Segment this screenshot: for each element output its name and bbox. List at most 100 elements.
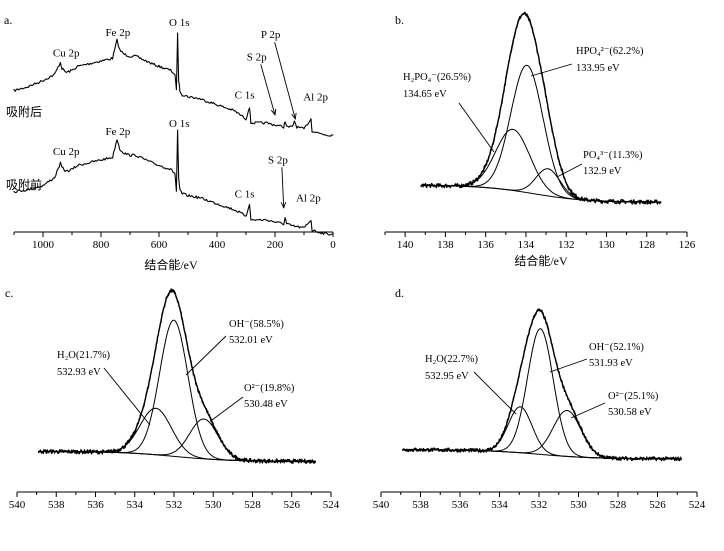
x-tick-label: 140 [397, 239, 414, 251]
x-tick-label: 134 [518, 239, 535, 251]
x-tick-label: 538 [48, 499, 65, 511]
x-tick-label: 136 [477, 239, 494, 251]
peak-annotation: Al 2p [303, 92, 328, 104]
fit-component-o2 [38, 418, 316, 462]
x-tick-label: 534 [127, 499, 144, 511]
x-tick-label: 526 [284, 499, 301, 511]
peak-energy-hpo4: 133.95 eV [576, 63, 620, 74]
x-tick-label: 530 [570, 499, 587, 511]
peak-label-hpo4: HPO₄²⁻(62.2%) [576, 46, 644, 57]
peak-label-h2po4: H₂PO₄⁻(26.5%) [403, 72, 471, 83]
series-label-after-adsorption: 吸附后 [6, 105, 42, 119]
peak-label-oh: OH⁻(52.1%) [589, 342, 644, 353]
x-tick-label: 800 [93, 239, 110, 251]
annotation-arrowhead [291, 112, 297, 120]
x-tick-label: 400 [209, 239, 226, 251]
x-tick-label: 530 [205, 499, 222, 511]
annotation-arrow [281, 167, 285, 208]
peak-annotation: O 1s [169, 118, 189, 130]
annotation-arrow [274, 41, 296, 119]
peak-annotation: Cu 2p [53, 47, 80, 59]
background-curve [420, 185, 662, 203]
x-tick-label: 524 [689, 499, 706, 511]
peak-annotation: Fe 2p [105, 27, 130, 39]
x-tick-label: 600 [151, 239, 168, 251]
x-tick-label: 540 [373, 499, 390, 511]
raw-data-line [420, 11, 662, 205]
x-tick-label: 528 [610, 499, 627, 511]
annotation-arrow [260, 64, 276, 115]
leader-h2po4 [458, 102, 495, 153]
annotation-arrowhead [280, 201, 287, 209]
leader-o2 [211, 396, 244, 421]
peak-energy-h2o: 532.93 eV [57, 367, 101, 378]
leader-oh [549, 358, 588, 373]
peak-label-po4: PO₄³⁻(11.3%) [583, 150, 643, 161]
fit-component-h2po4 [420, 128, 662, 203]
annotation-arrowhead [270, 108, 277, 116]
peak-energy-o2: 530.58 eV [608, 407, 652, 418]
peak-energy-po4: 132.9 eV [583, 166, 622, 177]
peak-annotation: C 1s [235, 189, 255, 201]
series-label-before-adsorption: 吸附前 [6, 177, 42, 192]
peak-annotation: S 2p [247, 51, 267, 63]
x-tick-label: 536 [452, 499, 469, 511]
panel-a-series-labels: 吸附后 吸附前 [6, 105, 42, 192]
x-tick-label: 126 [679, 239, 696, 251]
panel-a-label: a. [4, 13, 12, 27]
peak-annotation: Fe 2p [105, 126, 130, 138]
x-tick-label: 138 [437, 239, 454, 251]
panel-c-label: c. [5, 286, 13, 300]
peak-annotation: C 1s [235, 90, 255, 102]
panel-b-x-axis-label: 结合能/eV [514, 253, 568, 268]
panel-a-survey-spectra: a. 结合能/eV 吸附后 吸附前 1000 800 600 400 200 0 Cu 2p… [4, 13, 336, 272]
leader-h2o [103, 367, 151, 426]
peak-energy-oh: 532.01 eV [229, 335, 273, 346]
peak-label-oh: OH⁻(58.5%) [229, 319, 284, 330]
fit-component-hpo42 [420, 64, 662, 203]
x-tick-label: 540 [9, 499, 26, 511]
x-tick-label: 0 [330, 239, 336, 251]
x-tick-label: 532 [531, 499, 548, 511]
x-tick-label: 532 [166, 499, 183, 511]
peak-annotation: P 2p [261, 29, 281, 41]
peak-annotation: S 2p [268, 154, 288, 166]
peak-annotation: Cu 2p [53, 146, 80, 158]
fit-envelope [402, 309, 682, 460]
survey-series-line-after [13, 32, 334, 137]
panel-a-x-axis-label: 结合能/eV [144, 257, 198, 272]
peak-label-h2o: H₂O(21.7%) [57, 350, 110, 361]
leader-po4 [556, 163, 583, 178]
panel-b-label: b. [395, 13, 404, 27]
peak-label-o2: O²⁻(19.8%) [244, 383, 295, 394]
x-tick-label: 130 [598, 239, 615, 251]
panel-d-label: d. [395, 286, 404, 300]
x-tick-label: 128 [638, 239, 655, 251]
raw-data-line [37, 288, 316, 464]
peak-annotation: O 1s [169, 17, 189, 29]
raw-data-line [402, 308, 682, 462]
x-tick-label: 1000 [32, 239, 55, 251]
leader-h2o [473, 371, 517, 415]
peak-energy-oh: 531.93 eV [589, 358, 633, 369]
panel-c-o1s-spectrum-before: c. H₂O(21.7%) 532.93 eV OH⁻(58.5%) 532.0… [5, 286, 340, 511]
x-tick-label: 526 [649, 499, 666, 511]
peak-energy-o2: 530.48 eV [244, 399, 288, 410]
x-tick-label: 132 [558, 239, 575, 251]
panel-d-o1s-spectrum-after: d. H₂O(22.7%) 532.95 eV OH⁻(52.1%) 531.9… [373, 286, 706, 511]
peak-label-h2o: H₂O(22.7%) [425, 354, 478, 365]
leader-o2 [570, 402, 606, 419]
x-tick-label: 528 [244, 499, 261, 511]
peak-label-o2: O²⁻(25.1%) [608, 391, 659, 402]
panel-b-p2p-spectrum: b. 结合能/eV H₂PO₄⁻(26.5%) 134.65 eV HPO₄²⁻… [384, 11, 696, 268]
survey-series-line-before [13, 129, 334, 236]
x-tick-label: 200 [267, 239, 284, 251]
x-tick-label: 524 [323, 499, 340, 511]
x-tick-label: 534 [491, 499, 508, 511]
leader-hpo4 [530, 63, 573, 77]
peak-energy-h2po4: 134.65 eV [403, 89, 447, 100]
x-tick-label: 538 [412, 499, 429, 511]
peak-energy-h2o: 532.95 eV [425, 371, 469, 382]
peak-annotation: Al 2p [296, 193, 321, 205]
